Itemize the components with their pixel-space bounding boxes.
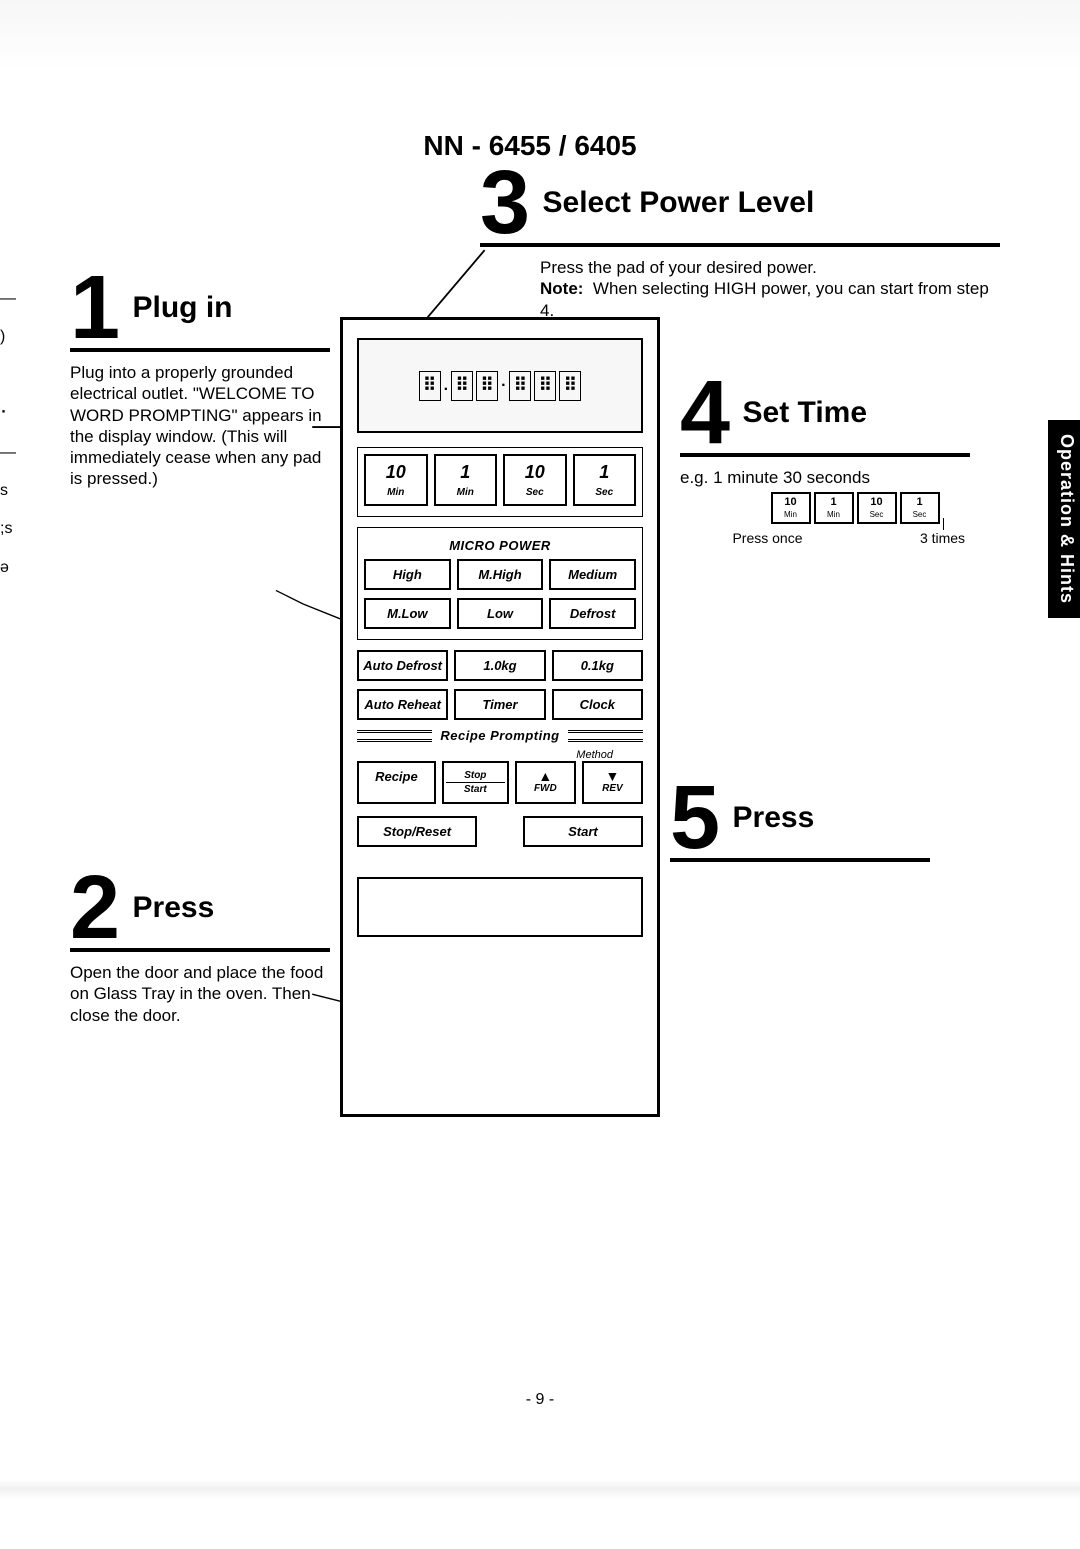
step3-body: Press the pad of your desired power. Not… [480, 257, 1000, 321]
clock-button[interactable]: Clock [552, 689, 643, 720]
recipe-prompting-text: Recipe Prompting [440, 728, 559, 743]
model-number: NN - 6455 / 6405 [40, 130, 1020, 162]
display-digit-icon: ⠿ [419, 371, 441, 401]
power-medium-button[interactable]: Medium [549, 559, 636, 590]
control-panel: ⠿ . ⠿ ⠿ · ⠿ ⠿ ⠿ 10Min 1Min 10Sec 1Sec [340, 317, 660, 1117]
auto-reheat-button[interactable]: Auto Reheat [357, 689, 448, 720]
timer-button[interactable]: Timer [454, 689, 545, 720]
power-mlow-button[interactable]: M.Low [364, 598, 451, 629]
step5-number: 5 [670, 782, 720, 854]
step4-number: 4 [680, 377, 730, 449]
rev-label: REV [586, 783, 639, 794]
step4-press-labels: Press once 3 times [680, 530, 1030, 546]
display-digit-icon: ⠿ [534, 371, 556, 401]
step4-example: e.g. 1 minute 30 seconds [680, 467, 1030, 488]
step3-note-body: When selecting HIGH power, you can start… [540, 279, 989, 319]
time-pad-1sec[interactable]: 1Sec [573, 454, 637, 506]
step3-body-text: Press the pad of your desired power. [540, 258, 817, 277]
step1-title: Plug in [133, 291, 233, 325]
time-pad-10min[interactable]: 10Min [364, 454, 428, 506]
step3-title: Select Power Level [543, 186, 815, 220]
weight-1kg-button[interactable]: 1.0kg [454, 650, 545, 681]
display-dot: · [501, 377, 506, 395]
mini-pad-1sec: 1Sec [900, 492, 940, 524]
fwd-label: FWD [519, 783, 572, 794]
stop-reset-button[interactable]: Stop/Reset [357, 816, 477, 847]
step2-title: Press [133, 891, 215, 925]
step2-number: 2 [70, 872, 120, 944]
recipe-start-label: Start [446, 783, 505, 796]
step2-body: Open the door and place the food on Glas… [70, 962, 330, 1026]
recipe-prompting-label: Recipe Prompting [357, 728, 643, 743]
step4-press-3times: 3 times [855, 530, 1030, 546]
display-digit-icon: ⠿ [509, 371, 531, 401]
step5-title: Press [733, 801, 815, 835]
display-digit-icon: ⠿ [559, 371, 581, 401]
step4-time-pads: 10Min 1Min 10Sec 1Sec [680, 492, 1030, 524]
step1-body: Plug into a properly grounded electrical… [70, 362, 330, 490]
left-edge-crop-chars: —) ⠂—s;sə [0, 280, 16, 587]
power-mhigh-button[interactable]: M.High [457, 559, 544, 590]
method-fwd-button[interactable]: ▲ FWD [515, 761, 576, 804]
step-3: 3 Select Power Level Press the pad of yo… [480, 167, 1000, 321]
recipe-stop-start-button[interactable]: Stop Start [442, 761, 509, 804]
step-4: 4 Set Time e.g. 1 minute 30 seconds 10Mi… [680, 377, 1030, 546]
content-area: 1 Plug in Plug into a properly grounded … [40, 222, 1020, 1222]
section-tab: Operation & Hints [1048, 420, 1080, 618]
step1-number: 1 [70, 272, 120, 344]
display-digit-icon: ⠿ [476, 371, 498, 401]
step-2: 2 Press Open the door and place the food… [70, 872, 330, 1026]
micro-power-label: MICRO POWER [364, 538, 636, 553]
step-1: 1 Plug in Plug into a properly grounded … [70, 272, 330, 490]
step4-press-once: Press once [680, 530, 855, 546]
power-low-button[interactable]: Low [457, 598, 544, 629]
method-rev-button[interactable]: ▼ REV [582, 761, 643, 804]
auto-defrost-button[interactable]: Auto Defrost [357, 650, 448, 681]
down-arrow-icon: ▼ [586, 769, 639, 783]
display-dot: . [444, 377, 448, 395]
step-5: 5 Press [670, 782, 970, 870]
page-number: - 9 - [0, 1391, 1080, 1409]
recipe-button[interactable]: Recipe [357, 761, 436, 804]
time-pad-10sec[interactable]: 10Sec [503, 454, 567, 506]
step4-title: Set Time [743, 396, 868, 430]
power-defrost-button[interactable]: Defrost [549, 598, 636, 629]
manual-page: —) ⠂—s;sə NN - 6455 / 6405 1 Plug in Plu… [0, 0, 1080, 1549]
power-high-button[interactable]: High [364, 559, 451, 590]
mini-pad-10sec: 10Sec [857, 492, 897, 524]
door-release-bar[interactable] [357, 877, 643, 937]
display-window: ⠿ . ⠿ ⠿ · ⠿ ⠿ ⠿ [357, 338, 643, 433]
step3-rule [480, 243, 1000, 247]
step3-note-label: Note: [540, 279, 583, 298]
step3-number: 3 [480, 167, 530, 239]
time-pad-1min[interactable]: 1Min [434, 454, 498, 506]
time-pad-group: 10Min 1Min 10Sec 1Sec [357, 447, 643, 517]
micro-power-group: MICRO POWER High M.High Medium M.Low Low… [357, 527, 643, 640]
display-digit-icon: ⠿ [451, 371, 473, 401]
spacer [483, 816, 517, 847]
weight-0.1kg-button[interactable]: 0.1kg [552, 650, 643, 681]
mini-pad-1min: 1Min [814, 492, 854, 524]
method-label: Method [357, 749, 643, 761]
recipe-stop-label: Stop [446, 769, 505, 783]
mini-pad-10min: 10Min [771, 492, 811, 524]
start-button[interactable]: Start [523, 816, 643, 847]
up-arrow-icon: ▲ [519, 769, 572, 783]
